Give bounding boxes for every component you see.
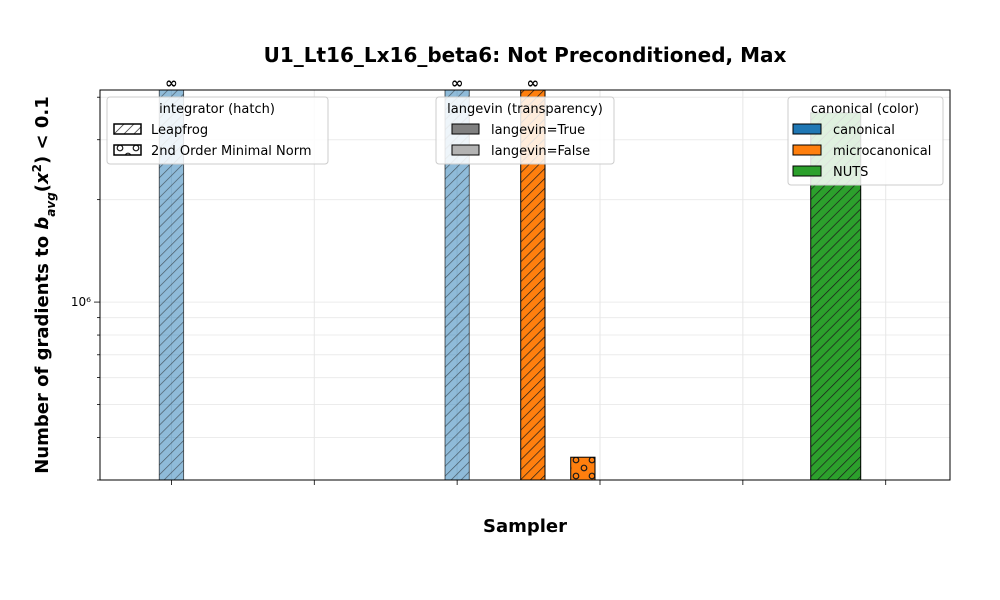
y-tick-label: 10⁶ bbox=[71, 295, 91, 309]
legend-entry: NUTS bbox=[833, 165, 868, 180]
legend-title: integrator (hatch) bbox=[159, 102, 275, 117]
legend-entry: langevin=True bbox=[491, 123, 585, 138]
plot-frame bbox=[99, 89, 951, 481]
legend-swatch-canonical bbox=[792, 123, 822, 135]
x-ticks bbox=[171, 480, 887, 485]
infinity-labels: ∞ ∞ ∞ bbox=[165, 74, 539, 92]
infinity-label: ∞ bbox=[451, 74, 464, 92]
legend-entry: canonical bbox=[833, 123, 895, 138]
legend-langevin: langevin (transparency) langevin=True la… bbox=[435, 96, 615, 165]
bar bbox=[570, 456, 596, 481]
legend-canonical: canonical (color) canonical microcanonic… bbox=[787, 96, 944, 186]
legend-swatch-leapfrog bbox=[113, 123, 142, 135]
legend-swatch-minimal-norm bbox=[113, 144, 142, 156]
chart-title: U1_Lt16_Lx16_beta6: Not Preconditioned, … bbox=[264, 43, 787, 67]
legend-entry: langevin=False bbox=[491, 144, 590, 159]
legend-swatch-langevin-false bbox=[451, 144, 480, 156]
y-ticks: 10⁶ bbox=[71, 96, 100, 481]
x-axis-label: Sampler bbox=[483, 516, 567, 537]
legend-title: langevin (transparency) bbox=[447, 102, 603, 117]
legend-title: canonical (color) bbox=[811, 102, 919, 117]
legend-swatch-langevin-true bbox=[451, 123, 480, 135]
y-axis-label: Number of gradients to bavg(x2) < 0.1 bbox=[30, 96, 58, 474]
legend-entry: microcanonical bbox=[833, 144, 931, 159]
legend-integrator: integrator (hatch) Leapfrog 2nd Order Mi… bbox=[106, 96, 329, 165]
legend-entry: Leapfrog bbox=[151, 123, 208, 138]
bar-outline bbox=[570, 456, 596, 481]
legend-swatch-nuts bbox=[792, 165, 822, 177]
legend-swatch-microcanonical bbox=[792, 144, 822, 156]
infinity-label: ∞ bbox=[527, 74, 540, 92]
legend-entry: 2nd Order Minimal Norm bbox=[151, 144, 311, 159]
infinity-label: ∞ bbox=[165, 74, 178, 92]
